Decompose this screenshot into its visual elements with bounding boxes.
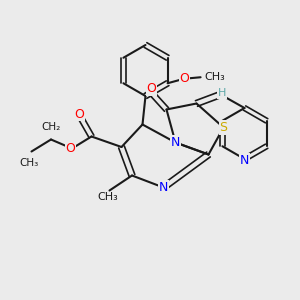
Text: N: N (240, 154, 249, 167)
Text: CH₃: CH₃ (98, 192, 118, 202)
Text: O: O (179, 72, 189, 85)
Text: S: S (220, 121, 227, 134)
Text: N: N (171, 136, 180, 149)
Text: O: O (147, 82, 156, 95)
Text: O: O (66, 142, 75, 155)
Text: N: N (159, 181, 168, 194)
Text: O: O (75, 107, 84, 121)
Text: CH₃: CH₃ (19, 158, 38, 167)
Text: CH₃: CH₃ (204, 72, 225, 82)
Text: H: H (218, 88, 226, 98)
Text: CH₂: CH₂ (41, 122, 61, 132)
